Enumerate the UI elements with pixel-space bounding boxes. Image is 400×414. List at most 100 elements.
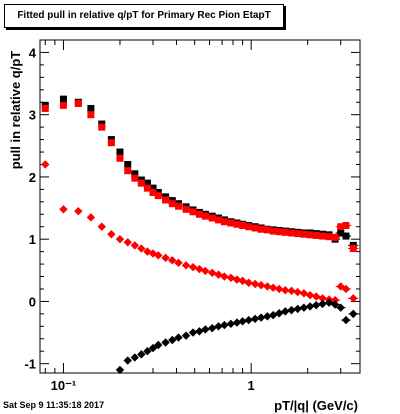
data-point <box>181 261 191 270</box>
data-point <box>149 184 157 192</box>
data-point <box>305 302 315 311</box>
data-point <box>263 282 272 291</box>
data-point <box>137 350 146 359</box>
data-point <box>232 275 242 284</box>
data-point <box>293 304 302 314</box>
data-point <box>281 286 290 295</box>
data-point <box>41 160 50 169</box>
data-point <box>226 319 236 329</box>
data-point <box>256 313 266 322</box>
data-point <box>342 221 350 229</box>
data-point <box>74 206 83 216</box>
x-tick-label: 1 <box>248 378 255 393</box>
data-point <box>116 154 124 162</box>
data-point <box>306 231 314 239</box>
y-tick-label: 3 <box>29 108 36 123</box>
data-point <box>318 294 327 303</box>
data-point <box>281 228 289 236</box>
data-point <box>214 322 223 331</box>
y-tick-label: 0 <box>29 294 36 309</box>
data-point <box>116 148 124 156</box>
data-point <box>349 309 358 319</box>
data-point <box>87 104 95 112</box>
data-point <box>97 222 106 231</box>
data-point <box>124 167 132 175</box>
data-point <box>312 231 320 239</box>
data-point <box>208 214 216 222</box>
data-point <box>250 314 260 324</box>
data-point <box>341 284 351 294</box>
data-point <box>220 272 229 281</box>
data-point <box>130 353 140 362</box>
data-point <box>325 233 333 241</box>
x-tick-label: 10⁻¹ <box>51 378 77 393</box>
data-point <box>263 226 271 234</box>
data-point <box>257 225 265 233</box>
data-point <box>244 315 253 325</box>
data-point <box>287 305 296 315</box>
series-1 <box>41 95 359 249</box>
data-point <box>131 174 139 182</box>
data-point <box>263 312 272 321</box>
data-point <box>59 95 67 103</box>
data-point <box>168 200 176 208</box>
data-point <box>299 289 309 298</box>
data-point <box>168 256 177 265</box>
data-point <box>256 281 266 290</box>
data-point <box>87 111 95 119</box>
data-point <box>337 229 345 237</box>
data-point <box>233 220 241 228</box>
data-point <box>181 331 191 340</box>
data-point <box>154 251 163 260</box>
data-point <box>269 227 277 235</box>
data-point <box>318 299 327 309</box>
data-point <box>336 303 345 312</box>
data-point <box>281 307 290 316</box>
data-point <box>331 233 339 241</box>
data-point <box>124 160 132 168</box>
data-point <box>244 278 253 287</box>
data-point <box>305 290 315 300</box>
data-point <box>137 179 145 187</box>
data-point <box>287 229 295 237</box>
data-point <box>188 262 198 272</box>
data-point <box>245 223 253 231</box>
data-point <box>299 303 309 312</box>
y-tick-label: 2 <box>29 170 36 185</box>
data-point <box>238 317 247 326</box>
data-point <box>107 229 116 239</box>
data-point <box>251 224 259 232</box>
data-point <box>275 228 283 236</box>
plot-frame <box>39 39 361 374</box>
data-point <box>182 205 190 213</box>
data-point <box>207 268 217 277</box>
data-point <box>274 284 284 294</box>
data-point <box>349 245 357 253</box>
data-point <box>349 294 358 303</box>
data-point <box>232 318 242 327</box>
y-axis-label: pull in relative q/pT <box>8 51 23 170</box>
data-point <box>341 315 351 325</box>
data-point <box>98 123 106 131</box>
data-point <box>220 320 229 330</box>
data-point <box>130 241 140 250</box>
data-point <box>311 300 321 310</box>
data-point <box>201 266 210 276</box>
data-point <box>115 234 125 244</box>
series-4 <box>115 298 359 375</box>
y-tick-label: 1 <box>29 232 36 247</box>
data-point <box>123 238 132 247</box>
data-point <box>207 323 217 333</box>
data-point <box>311 292 321 301</box>
data-point <box>86 213 96 222</box>
data-point <box>293 287 302 297</box>
data-point <box>319 232 327 240</box>
data-point <box>59 101 67 109</box>
data-point <box>149 188 157 196</box>
data-point <box>162 196 170 204</box>
data-point <box>268 283 278 292</box>
data-point <box>201 212 209 220</box>
data-point <box>107 139 115 147</box>
data-point <box>250 279 260 289</box>
